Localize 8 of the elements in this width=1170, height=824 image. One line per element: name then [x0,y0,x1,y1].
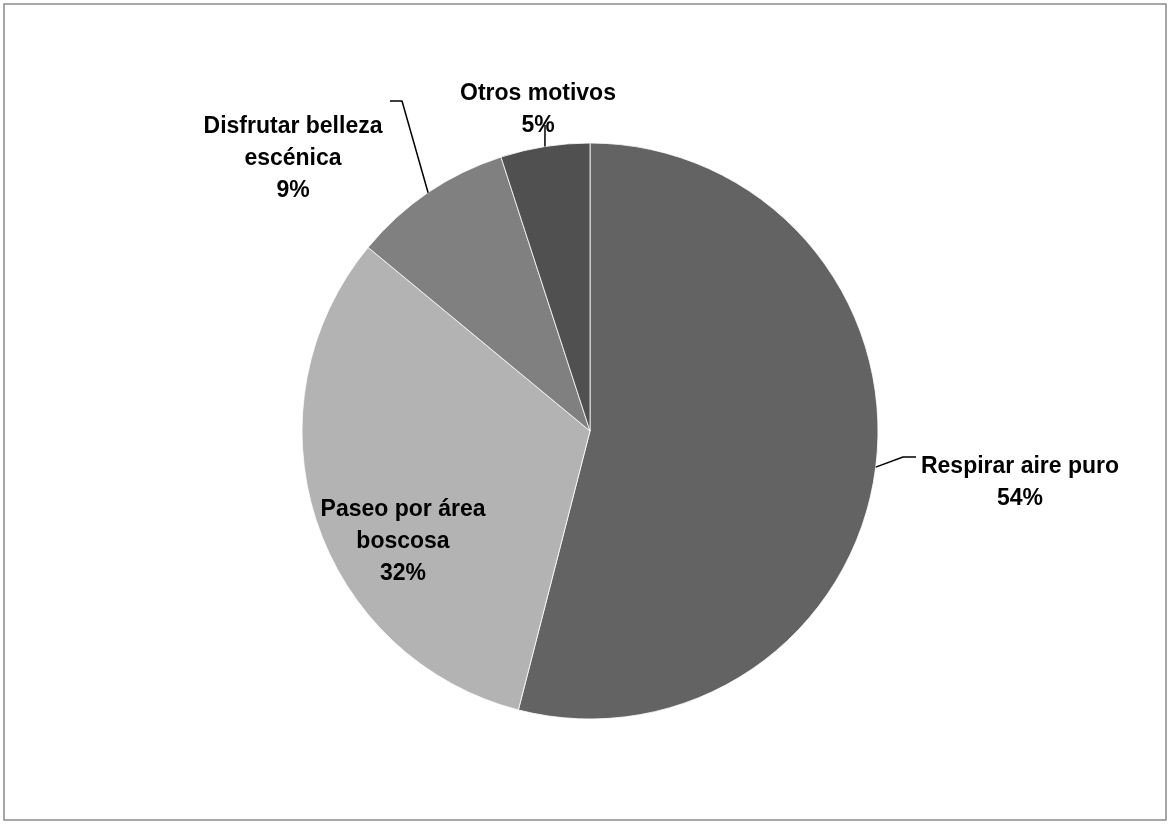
data-label: 54% [996,484,1044,510]
data-label: 5% [521,111,555,137]
slice-label: Otros motivos [460,79,616,105]
data-label: 32% [379,559,427,585]
slice-label: Respirar aire puro [920,452,1120,478]
data-label: 9% [276,176,310,202]
slice-label: Paseo por área boscosa [320,495,486,553]
slice-label: Disfrutar belleza escénica [203,112,383,170]
